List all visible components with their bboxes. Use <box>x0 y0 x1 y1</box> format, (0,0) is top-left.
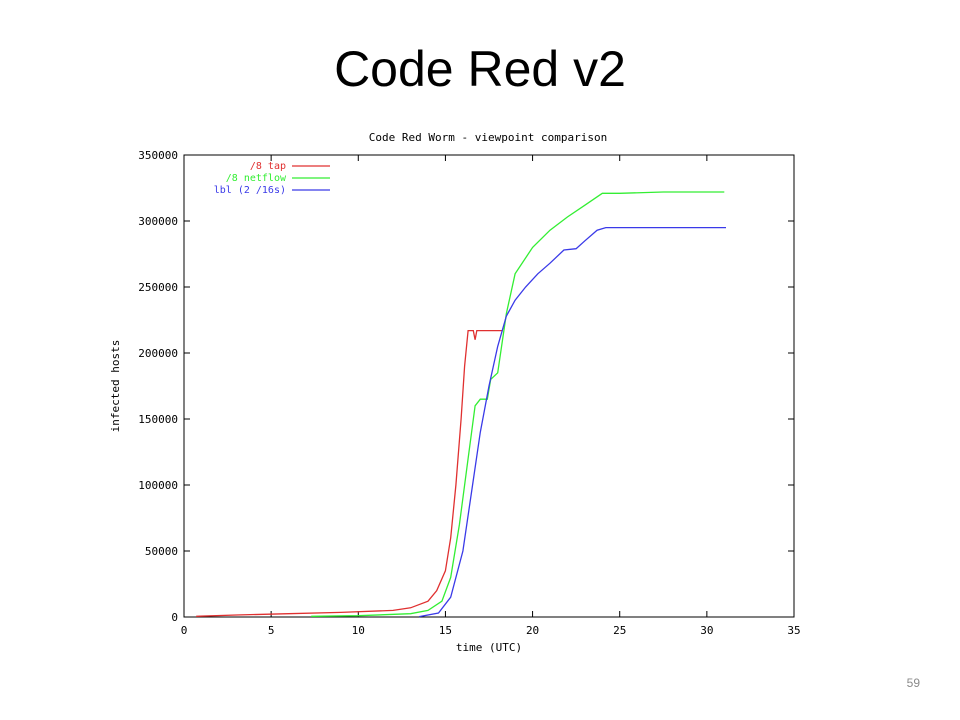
page-number: 59 <box>906 676 920 690</box>
x-tick-label: 10 <box>352 624 365 637</box>
chart: Code Red Worm - viewpoint comparison 050… <box>109 131 801 654</box>
y-tick-label: 350000 <box>138 149 178 162</box>
series-layer <box>196 191 726 618</box>
chart-title: Code Red Worm - viewpoint comparison <box>369 131 607 144</box>
y-tick-label: 50000 <box>145 545 178 558</box>
x-tick-label: 20 <box>526 624 539 637</box>
plot-frame <box>183 154 795 618</box>
legend-label: /8 tap <box>250 161 286 172</box>
legend-label: /8 netflow <box>226 173 287 184</box>
x-tick-label: 30 <box>700 624 713 637</box>
y-axis: 0 50000 100000 150000 200000 250000 300000 3500… <box>138 149 794 624</box>
y-tick-label: 0 <box>171 611 178 624</box>
x-tick-label: 5 <box>268 624 275 637</box>
x-tick-label: 15 <box>439 624 452 637</box>
y-tick-label: 100000 <box>138 479 178 492</box>
series-line-2 <box>311 191 725 617</box>
legend-label: lbl (2 /16s) <box>214 185 286 196</box>
x-tick-label: 35 <box>787 624 800 637</box>
x-tick-label: 25 <box>613 624 626 637</box>
x-axis-label: time (UTC) <box>456 641 522 654</box>
slide-title: Code Red v2 <box>334 41 626 97</box>
y-tick-label: 200000 <box>138 347 178 360</box>
series-line-3 <box>419 226 726 618</box>
y-axis-label: infected hosts <box>109 340 122 433</box>
series-line-1 <box>196 329 503 617</box>
y-tick-label: 250000 <box>138 281 178 294</box>
y-tick-label: 150000 <box>138 413 178 426</box>
x-tick-label: 0 <box>181 624 188 637</box>
y-tick-label: 300000 <box>138 215 178 228</box>
